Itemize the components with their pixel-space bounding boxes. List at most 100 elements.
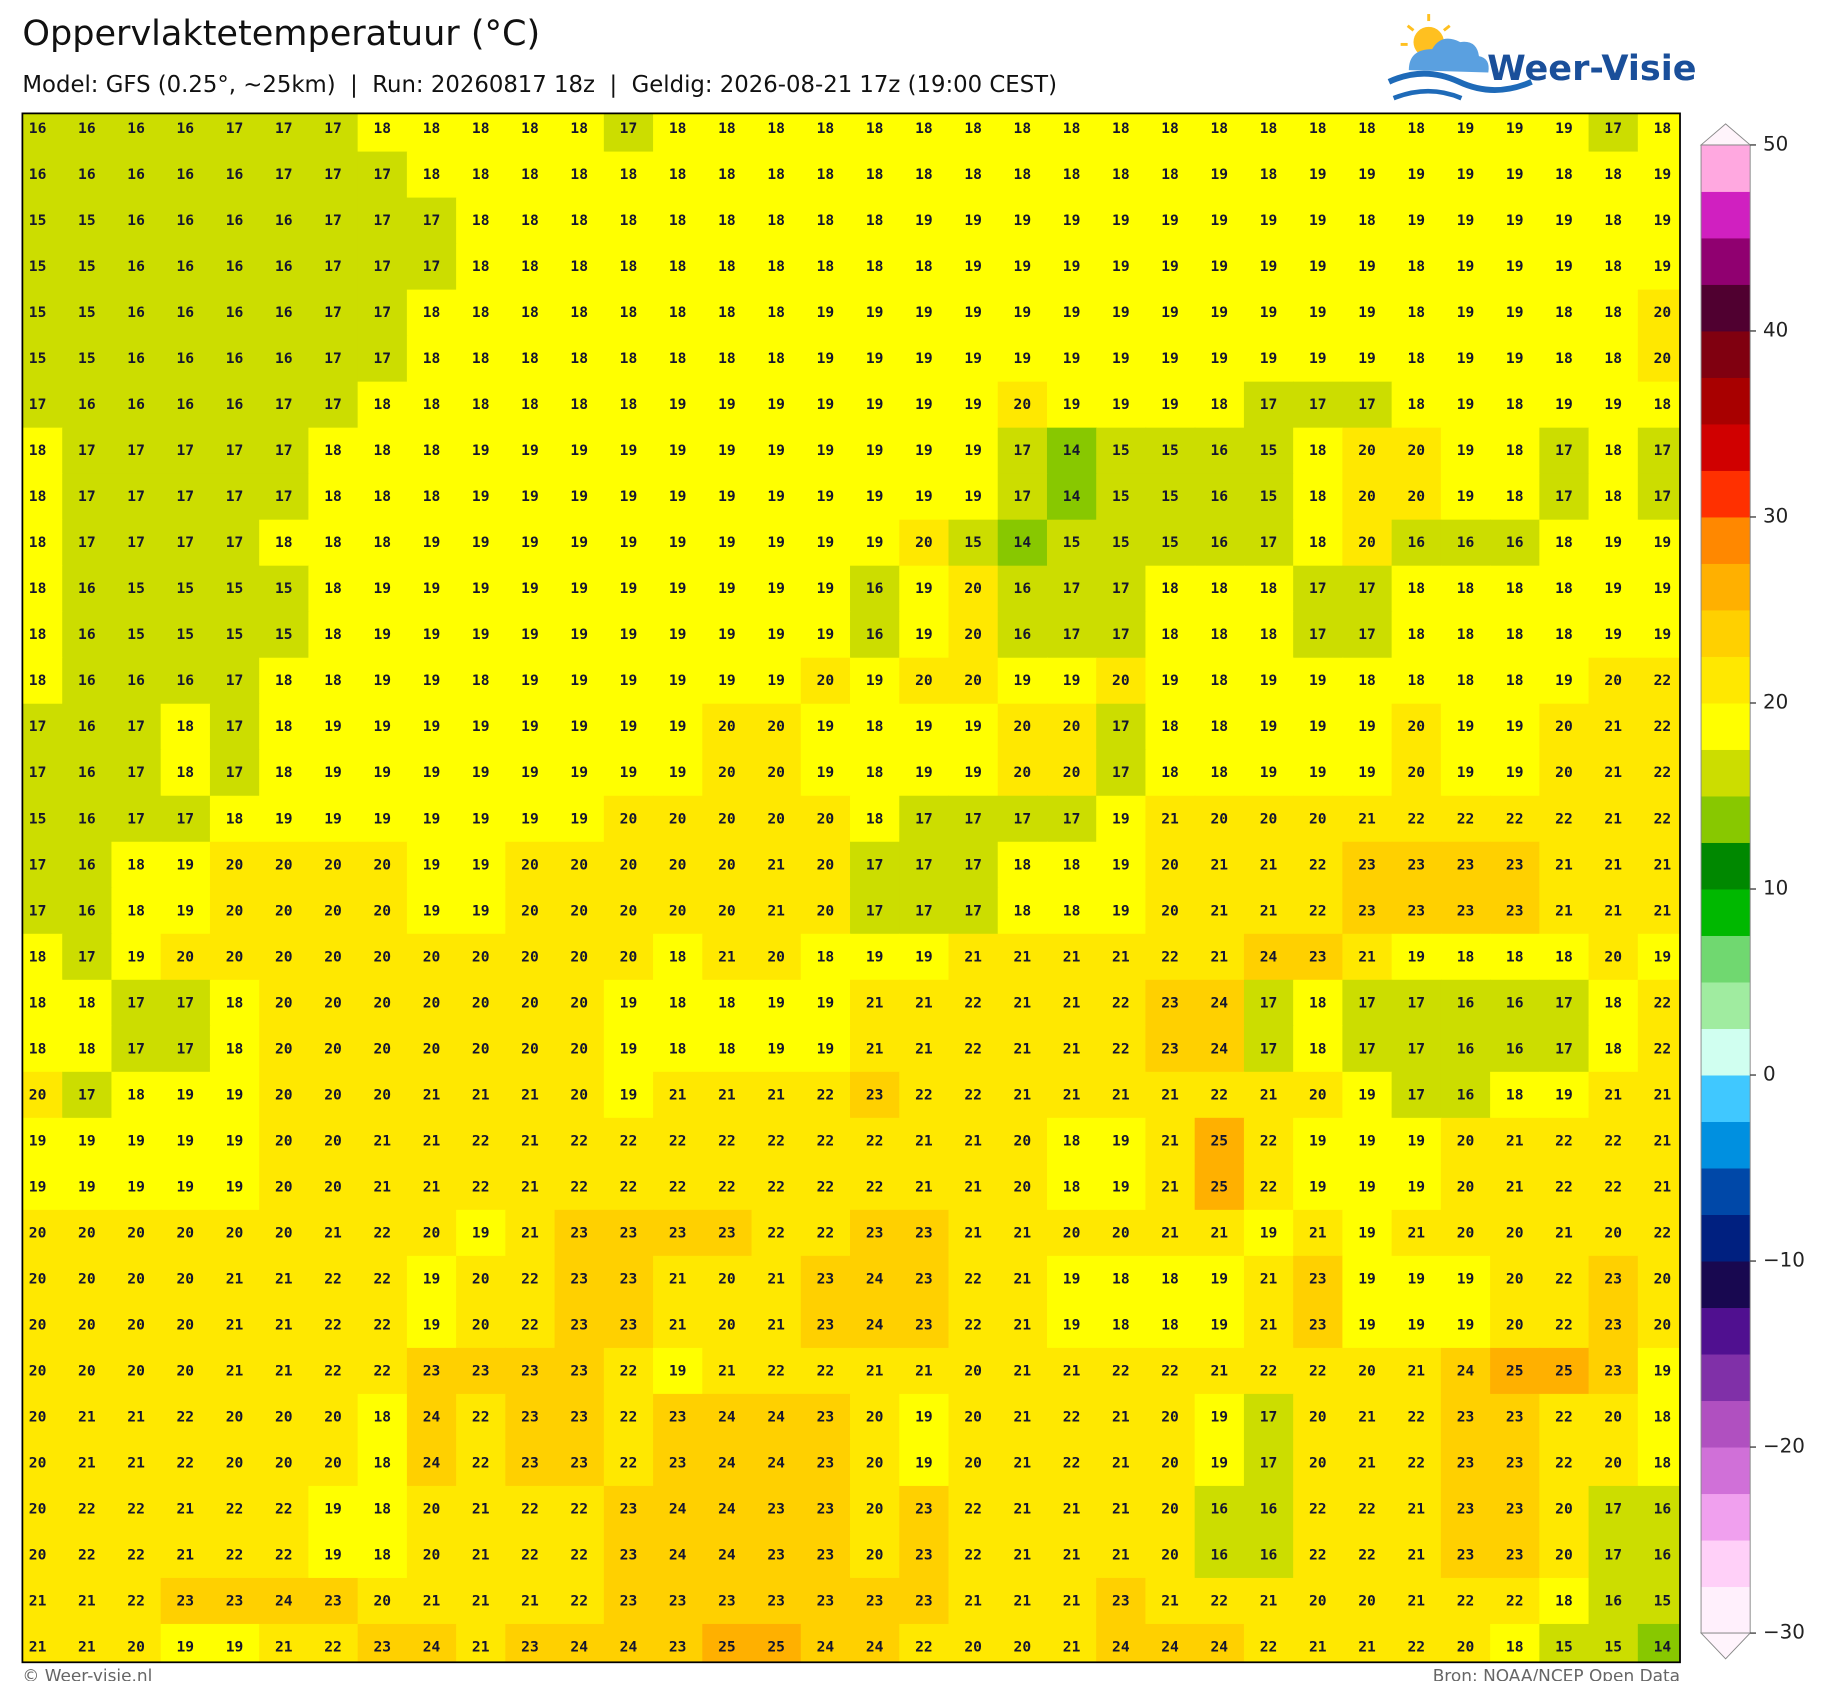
temperature-cell — [850, 887, 900, 935]
temperature-label: 17 — [423, 212, 441, 229]
temperature-label: 17 — [127, 810, 145, 827]
temperature-label: 21 — [1211, 902, 1229, 919]
temperature-label: 21 — [669, 1086, 687, 1103]
temperature-cell — [308, 565, 359, 613]
temperature-cell — [1243, 979, 1294, 1027]
temperature-cell — [1490, 657, 1541, 705]
temperature-cell — [850, 335, 900, 383]
colorbar-tick-label: 20 — [1763, 690, 1788, 713]
temperature-cell — [1096, 1347, 1147, 1395]
temperature-cell — [899, 933, 950, 981]
temperature-cell — [1490, 795, 1541, 843]
temperature-cell — [308, 979, 359, 1027]
temperature-cell — [1588, 427, 1639, 475]
temperature-cell — [1293, 933, 1344, 981]
temperature-cell — [406, 427, 457, 475]
temperature-label: 16 — [1260, 1546, 1278, 1563]
temperature-label: 19 — [1457, 764, 1475, 781]
temperature-label: 17 — [1112, 580, 1130, 597]
temperature-label: 20 — [570, 948, 588, 965]
temperature-label: 15 — [1161, 488, 1179, 505]
temperature-label: 19 — [177, 1086, 195, 1103]
temperature-label: 22 — [1260, 1362, 1278, 1379]
temperature-cell — [1046, 1577, 1097, 1625]
temperature-cell — [948, 1025, 999, 1073]
temperature-cell — [997, 1255, 1048, 1303]
temperature-cell — [1637, 657, 1681, 705]
temperature-label: 23 — [570, 1270, 588, 1287]
temperature-label: 16 — [226, 304, 244, 321]
temperature-label: 18 — [718, 1040, 736, 1057]
temperature-label: 16 — [1211, 488, 1229, 505]
temperature-label: 17 — [1260, 396, 1278, 413]
temperature-label: 23 — [1358, 856, 1376, 873]
temperature-cell — [850, 1209, 900, 1257]
temperature-cell — [702, 1255, 753, 1303]
temperature-cell — [1440, 1577, 1491, 1625]
temperature-cell — [505, 749, 556, 797]
temperature-label: 19 — [1063, 672, 1081, 689]
temperature-cell — [603, 1439, 654, 1487]
temperature-cell — [997, 703, 1048, 751]
temperature-label: 20 — [521, 994, 539, 1011]
temperature-cell — [751, 1623, 802, 1663]
temperature-cell — [850, 151, 900, 199]
temperature-cell — [948, 289, 999, 337]
temperature-cell — [702, 657, 753, 705]
temperature-cell — [1046, 565, 1097, 613]
temperature-cell — [160, 243, 211, 291]
temperature-cell — [1490, 1025, 1541, 1073]
temperature-label: 22 — [78, 1500, 96, 1517]
temperature-cell — [800, 1025, 851, 1073]
temperature-label: 20 — [29, 1362, 47, 1379]
temperature-cell — [406, 841, 457, 889]
temperature-label: 19 — [1260, 1224, 1278, 1241]
temperature-label: 22 — [1161, 1362, 1179, 1379]
temperature-label: 22 — [1654, 1040, 1672, 1057]
temperature-cell — [505, 611, 556, 659]
temperature-label: 21 — [324, 1224, 342, 1241]
temperature-cell — [850, 1163, 900, 1211]
temperature-cell — [1391, 795, 1442, 843]
temperature-cell — [1637, 1439, 1681, 1487]
temperature-cell — [653, 1531, 704, 1579]
temperature-cell — [160, 1025, 211, 1073]
temperature-label: 20 — [373, 1086, 391, 1103]
temperature-label: 18 — [570, 396, 588, 413]
temperature-label: 18 — [718, 258, 736, 275]
temperature-cell — [308, 1393, 359, 1441]
temperature-cell — [22, 151, 63, 199]
temperature-cell — [997, 1439, 1048, 1487]
temperature-cell — [1539, 151, 1590, 199]
temperature-cell — [1145, 243, 1196, 291]
temperature-cell — [1637, 197, 1681, 245]
temperature-label: 19 — [1260, 212, 1278, 229]
temperature-cell — [1490, 887, 1541, 935]
temperature-cell — [1243, 841, 1294, 889]
temperature-cell — [160, 565, 211, 613]
temperature-cell — [800, 1577, 851, 1625]
temperature-label: 23 — [1506, 1408, 1524, 1425]
temperature-label: 17 — [275, 120, 293, 137]
temperature-cell — [948, 1255, 999, 1303]
temperature-label: 24 — [570, 1638, 588, 1655]
temperature-label: 20 — [570, 856, 588, 873]
temperature-cell — [22, 473, 63, 521]
temperature-cell — [1588, 1025, 1639, 1073]
temperature-cell — [1637, 841, 1681, 889]
temperature-label: 17 — [373, 166, 391, 183]
temperature-label: 22 — [1063, 1408, 1081, 1425]
temperature-label: 23 — [669, 1408, 687, 1425]
temperature-cell — [702, 979, 753, 1027]
temperature-label: 20 — [1555, 764, 1573, 781]
temperature-label: 18 — [1063, 166, 1081, 183]
temperature-label: 19 — [1063, 258, 1081, 275]
temperature-cell — [800, 1623, 851, 1663]
temperature-label: 19 — [915, 488, 933, 505]
temperature-cell — [653, 1255, 704, 1303]
temperature-cell — [1391, 427, 1442, 475]
temperature-cell — [1046, 113, 1097, 153]
temperature-label: 18 — [1014, 856, 1032, 873]
temperature-label: 20 — [1604, 1408, 1622, 1425]
temperature-label: 16 — [275, 304, 293, 321]
